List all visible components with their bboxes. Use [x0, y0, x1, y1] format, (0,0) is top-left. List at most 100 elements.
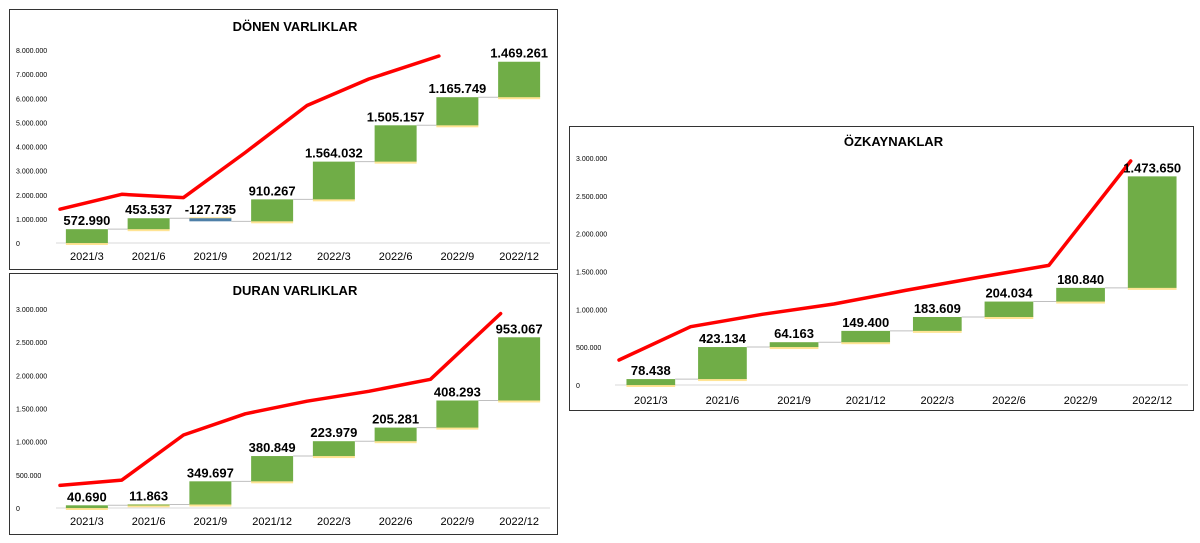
data-label: 910.267: [249, 183, 296, 198]
data-label: 205.281: [372, 412, 419, 427]
x-tick-label: 2021/6: [132, 251, 166, 263]
waterfall-bar-2021-12: [251, 199, 294, 222]
waterfall-bar-2022-12: [498, 337, 541, 401]
data-label: 204.034: [985, 286, 1033, 301]
x-tick-label: 2022/3: [317, 251, 351, 263]
x-tick-label: 2021/12: [846, 395, 886, 407]
x-tick-label: 2022/9: [441, 516, 475, 528]
data-label: 1.505.157: [367, 109, 425, 124]
bar-base-glow: [374, 440, 417, 444]
y-tick-label: 1.500.000: [576, 270, 607, 277]
y-tick-label: 1.000.000: [16, 217, 47, 224]
y-tick-label: 1.500.000: [16, 407, 47, 414]
bar-base-glow: [498, 96, 541, 100]
waterfall-bar-2021-9: [189, 218, 232, 222]
x-tick-label: 2022/12: [499, 251, 539, 263]
bar-base-glow: [127, 228, 170, 232]
x-tick-label: 2021/12: [252, 251, 292, 263]
waterfall-bar-2022-3: [312, 441, 355, 457]
bar-base-glow: [312, 455, 355, 459]
bar-base-glow: [626, 384, 676, 387]
y-tick-label: 0: [16, 241, 20, 248]
y-tick-label: 6.000.000: [16, 96, 47, 103]
bar-base-glow: [1056, 300, 1105, 304]
waterfall-bar-2021-9: [189, 481, 232, 505]
x-tick-label: 2022/3: [317, 516, 351, 528]
waterfall-chart-ozkaynaklar: ÖZKAYNAKLAR 0 500.000 1.000.000 1.500.000 2.0…: [576, 134, 1188, 407]
waterfall-bar-2022-12: [498, 61, 541, 98]
data-label: 1.165.749: [428, 81, 486, 96]
cumulative-trend-line: [58, 54, 441, 211]
y-tick-label: 1.000.000: [16, 440, 47, 447]
y-tick-label: 500.000: [576, 345, 601, 352]
waterfall-bar-2022-9: [436, 97, 479, 126]
waterfall-bar-2021-9: [769, 342, 819, 348]
data-label: 953.067: [496, 321, 543, 336]
y-tick-label: 3.000.000: [16, 307, 47, 314]
waterfall-bar-2022-6: [984, 301, 1034, 317]
bar-base-glow: [312, 198, 355, 202]
y-tick-label: 0: [576, 383, 580, 390]
y-tick-label: 2.000.000: [576, 232, 607, 239]
bar-base-glow: [984, 315, 1034, 319]
waterfall-bar-2022-9: [436, 400, 479, 428]
x-tick-label: 2021/12: [252, 516, 292, 528]
bar-base-glow: [498, 399, 541, 403]
chart-title: DURAN VARLIKLAR: [233, 283, 358, 298]
data-label: 423.134: [699, 331, 747, 346]
waterfall-bar-2021-6: [127, 504, 170, 506]
waterfall-chart-donen-varliklar: DÖNEN VARLIKLAR 0 1.000.000 2.000.000 3.000.…: [16, 19, 550, 263]
cumulative-trend-line: [58, 311, 503, 488]
bar-base-glow: [912, 329, 962, 333]
bar-base-glow: [189, 503, 232, 507]
bar-base-glow: [251, 480, 294, 484]
bar-base-glow: [251, 220, 294, 224]
x-tick-label: 2021/9: [777, 395, 811, 407]
data-label: 1.469.261: [490, 46, 548, 61]
waterfall-bar-2021-3: [65, 229, 108, 243]
x-tick-label: 2022/6: [379, 251, 413, 263]
data-label: 11.863: [129, 489, 168, 504]
y-tick-label: 4.000.000: [16, 145, 47, 152]
x-tick-label: 2021/6: [132, 516, 166, 528]
data-label: 572.990: [63, 213, 110, 228]
x-tick-label: 2021/9: [194, 516, 228, 528]
x-tick-label: 2022/6: [992, 395, 1026, 407]
y-tick-label: 0: [16, 506, 20, 513]
data-label: 1.564.032: [305, 146, 363, 161]
x-tick-label: 2022/9: [441, 251, 475, 263]
y-tick-label: 8.000.000: [16, 48, 47, 55]
waterfall-bar-2022-12: [1127, 176, 1177, 288]
chart-panel-ozkaynaklar: ÖZKAYNAKLAR 0 500.000 1.000.000 1.500.000 2.0…: [569, 126, 1194, 411]
chart-title: DÖNEN VARLIKLAR: [233, 19, 358, 34]
y-tick-label: 2.000.000: [16, 373, 47, 380]
data-label: 1.473.650: [1123, 160, 1181, 175]
bar-base-glow: [127, 504, 170, 508]
waterfall-bar-2021-12: [251, 456, 294, 482]
data-label: 183.609: [914, 301, 961, 316]
x-tick-label: 2022/3: [920, 395, 954, 407]
waterfall-bar-2021-6: [698, 347, 747, 380]
y-tick-label: 5.000.000: [16, 120, 47, 127]
chart-panel-duran-varliklar: DURAN VARLIKLAR 0 500.000 1.000.000 1.500.00…: [9, 273, 558, 535]
cumulative-trend-line: [617, 159, 1133, 362]
x-tick-label: 2021/6: [706, 395, 740, 407]
y-tick-label: 7.000.000: [16, 72, 47, 79]
bar-base-glow: [65, 507, 108, 510]
waterfall-bar-2022-6: [374, 427, 417, 442]
waterfall-bar-2021-3: [65, 505, 108, 508]
y-tick-label: 2.000.000: [16, 193, 47, 200]
bar-base-glow: [436, 426, 479, 430]
x-tick-label: 2022/9: [1064, 395, 1098, 407]
y-tick-label: 2.500.000: [16, 340, 47, 347]
data-label: 380.849: [249, 440, 296, 455]
chart-panel-donen-varliklar: DÖNEN VARLIKLAR 0 1.000.000 2.000.000 3.000.…: [9, 9, 558, 270]
waterfall-bar-2022-3: [312, 161, 355, 200]
chart-title: ÖZKAYNAKLAR: [844, 134, 944, 149]
waterfall-bar-2022-9: [1056, 287, 1105, 302]
data-label: 349.697: [187, 465, 234, 480]
x-tick-label: 2021/3: [70, 516, 104, 528]
y-tick-label: 3.000.000: [16, 169, 47, 176]
data-label: 223.979: [310, 425, 357, 440]
bar-base-glow: [374, 160, 417, 164]
